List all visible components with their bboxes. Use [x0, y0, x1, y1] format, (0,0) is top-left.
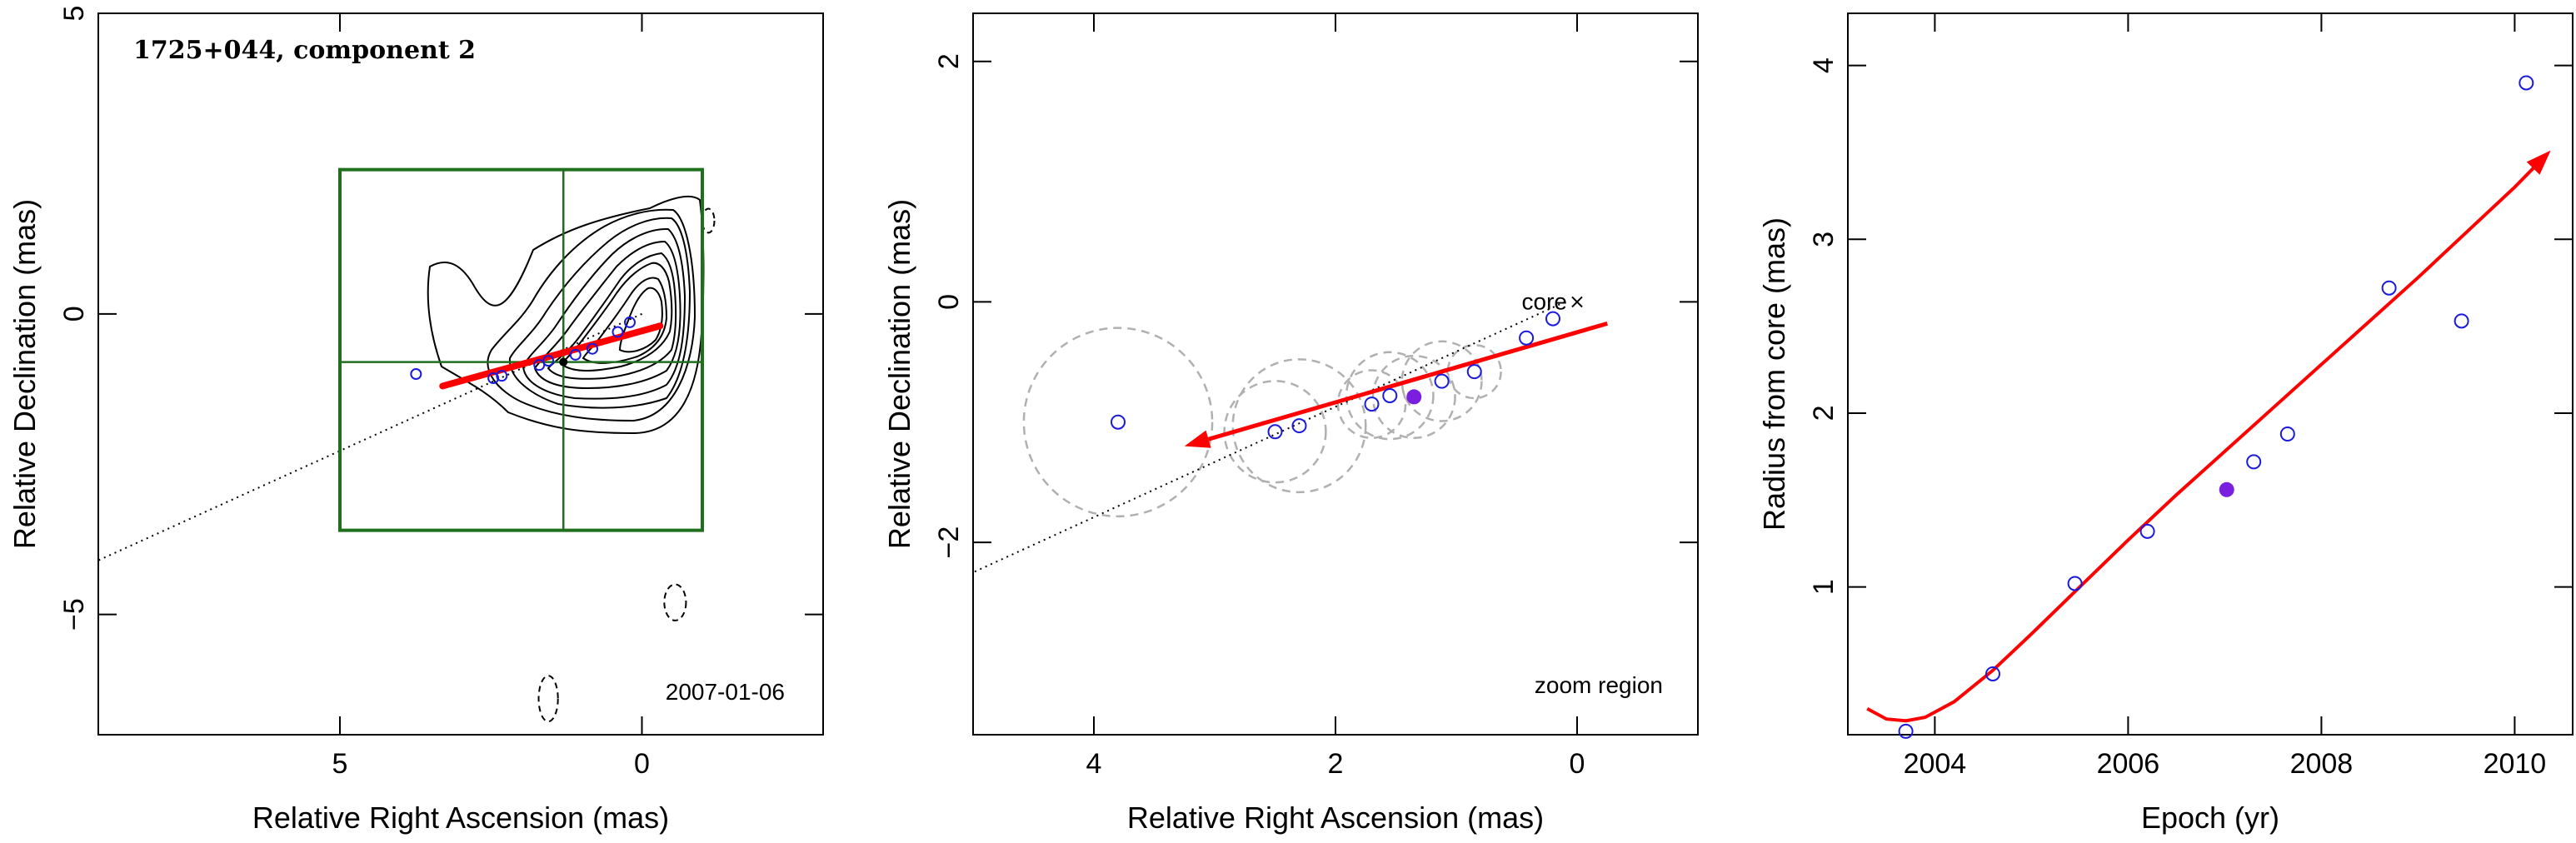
epoch-label: 2007-01-06: [666, 679, 785, 705]
component-point: [1382, 387, 1398, 403]
component-point: [612, 326, 624, 338]
zoom-region-label: zoom region: [1535, 672, 1663, 698]
panel-zoom-xtick-label: 4: [1086, 748, 1102, 780]
panel-zoom: 4 2 0 2 0 −2 core zoom region Relative Right …: [882, 12, 1699, 835]
component-point: [1111, 414, 1126, 430]
panel-radius-ticks: 2004 2006 2008 2010 1 2 3 4: [1808, 13, 2573, 780]
component-point: [1466, 364, 1482, 380]
panel-zoom-ticks: 4 2 0 2 0 −2: [933, 13, 1698, 780]
panel-radius-xtick-label: 2004: [1904, 748, 1967, 780]
panel-zoom-ytick-label: 0: [933, 294, 965, 310]
panel-radius-xtick-label: 2010: [2484, 748, 2547, 780]
contour-4: [522, 227, 686, 400]
panel-zoom-xtick-label: 2: [1328, 748, 1344, 780]
zoom-box-frame: [338, 167, 704, 532]
component-point: [542, 355, 555, 367]
panel-radius-ytick-label: 3: [1808, 232, 1840, 247]
component-size-circle: [1231, 358, 1367, 494]
panel-radius-xlabel: Epoch (yr): [2141, 801, 2279, 835]
radius-point: [2139, 523, 2155, 539]
panel-map-ticks: 5 0 5 0 −5: [58, 6, 823, 780]
negative-contour: [663, 583, 687, 621]
fit-curve: [1866, 156, 2545, 723]
negative-contour: [537, 675, 559, 723]
component-point: [1434, 373, 1450, 389]
contour-6: [547, 252, 677, 380]
negative-contour: [701, 207, 716, 234]
current-component-point: [1406, 389, 1422, 405]
panel-map-xlabel: Relative Right Ascension (mas): [252, 801, 669, 835]
component-point: [496, 370, 508, 382]
panel-map-frame: [97, 12, 824, 736]
component-point: [1267, 424, 1283, 440]
panel-map-xtick-label: 5: [332, 748, 348, 780]
panel-map-title: 1725+044, component 2: [133, 36, 476, 65]
panel-map-ytick-label: 0: [58, 306, 90, 322]
component-size-circle: [1400, 340, 1483, 422]
panel-map-xtick-label: 0: [634, 748, 650, 780]
fit-arrowhead: [2526, 150, 2551, 175]
radius-point: [2246, 454, 2262, 470]
component-point: [1545, 311, 1560, 327]
motion-arrowhead: [1184, 430, 1211, 448]
panel-radius-xtick-label: 2006: [2097, 748, 2160, 780]
component-size-circle: [1223, 380, 1327, 484]
radius-point: [2381, 280, 2397, 296]
panel-zoom-ylabel: Relative Declination (mas): [882, 199, 916, 549]
contour-9: [618, 287, 663, 353]
negative-contours: [537, 207, 716, 723]
radius-point: [2454, 313, 2469, 329]
radius-point: [1898, 723, 1914, 739]
contour-2: [487, 208, 696, 422]
panel-zoom-ytick-label: −2: [933, 526, 965, 559]
core-marker: [1571, 296, 1583, 308]
panel-radius-ytick-label: 1: [1808, 579, 1840, 595]
component-positions: [410, 316, 636, 385]
component-positions: [1111, 311, 1560, 440]
panel-map-ytick-label: 5: [58, 6, 90, 22]
radius-points: [1898, 75, 2534, 739]
core-cross-b: [1571, 296, 1583, 308]
trajectory-line: [972, 301, 1565, 574]
component-point: [410, 368, 422, 380]
panel-map-ylabel: Relative Declination (mas): [7, 199, 42, 549]
component-point: [569, 348, 582, 361]
radius-point: [2067, 576, 2083, 591]
panel-radius-ytick-label: 4: [1808, 57, 1840, 73]
radius-point: [2279, 426, 2295, 441]
panel-map-ytick-label: −5: [58, 598, 90, 631]
component-point: [1364, 397, 1380, 412]
contour-7: [561, 262, 673, 372]
source-contours: [427, 195, 705, 435]
component-point: [624, 316, 636, 328]
panel-zoom-ytick-label: 2: [933, 53, 965, 69]
panel-zoom-frame: [972, 12, 1699, 736]
panel-map: 5 050−5 1725+044, component 2 2007-01-06 …: [7, 6, 824, 835]
panel-radius-ytick-label: 2: [1808, 405, 1840, 421]
motion-arrow: [1207, 321, 1608, 441]
component-size-circle: [1022, 327, 1214, 518]
component-point: [533, 359, 546, 372]
panel-zoom-xlabel: Relative Right Ascension (mas): [1127, 801, 1544, 835]
core-label: core: [1522, 288, 1567, 314]
contour-3: [508, 217, 691, 409]
contour-5: [533, 240, 681, 390]
component-size-circle: [1345, 351, 1435, 441]
component-point: [1291, 418, 1307, 434]
current-radius-point: [2219, 481, 2234, 497]
current-component-point: [559, 357, 568, 367]
radius-point: [1985, 666, 2000, 681]
component-size-circle: [1446, 343, 1502, 400]
panel-zoom-xtick-label: 0: [1570, 748, 1585, 780]
radius-point: [2519, 75, 2534, 91]
panel-radius-ylabel: Radius from core (mas): [1757, 217, 1791, 531]
component-point: [1519, 330, 1535, 346]
component-point: [587, 342, 599, 355]
panel-radius: 2004 2006 2008 2010 1 2 3 4 Epoch (yr) Radius f…: [1757, 12, 2574, 835]
component-size-circle: [1336, 369, 1407, 439]
panel-radius-frame: [1847, 12, 2574, 736]
panel-radius-xtick-label: 2008: [2290, 748, 2354, 780]
